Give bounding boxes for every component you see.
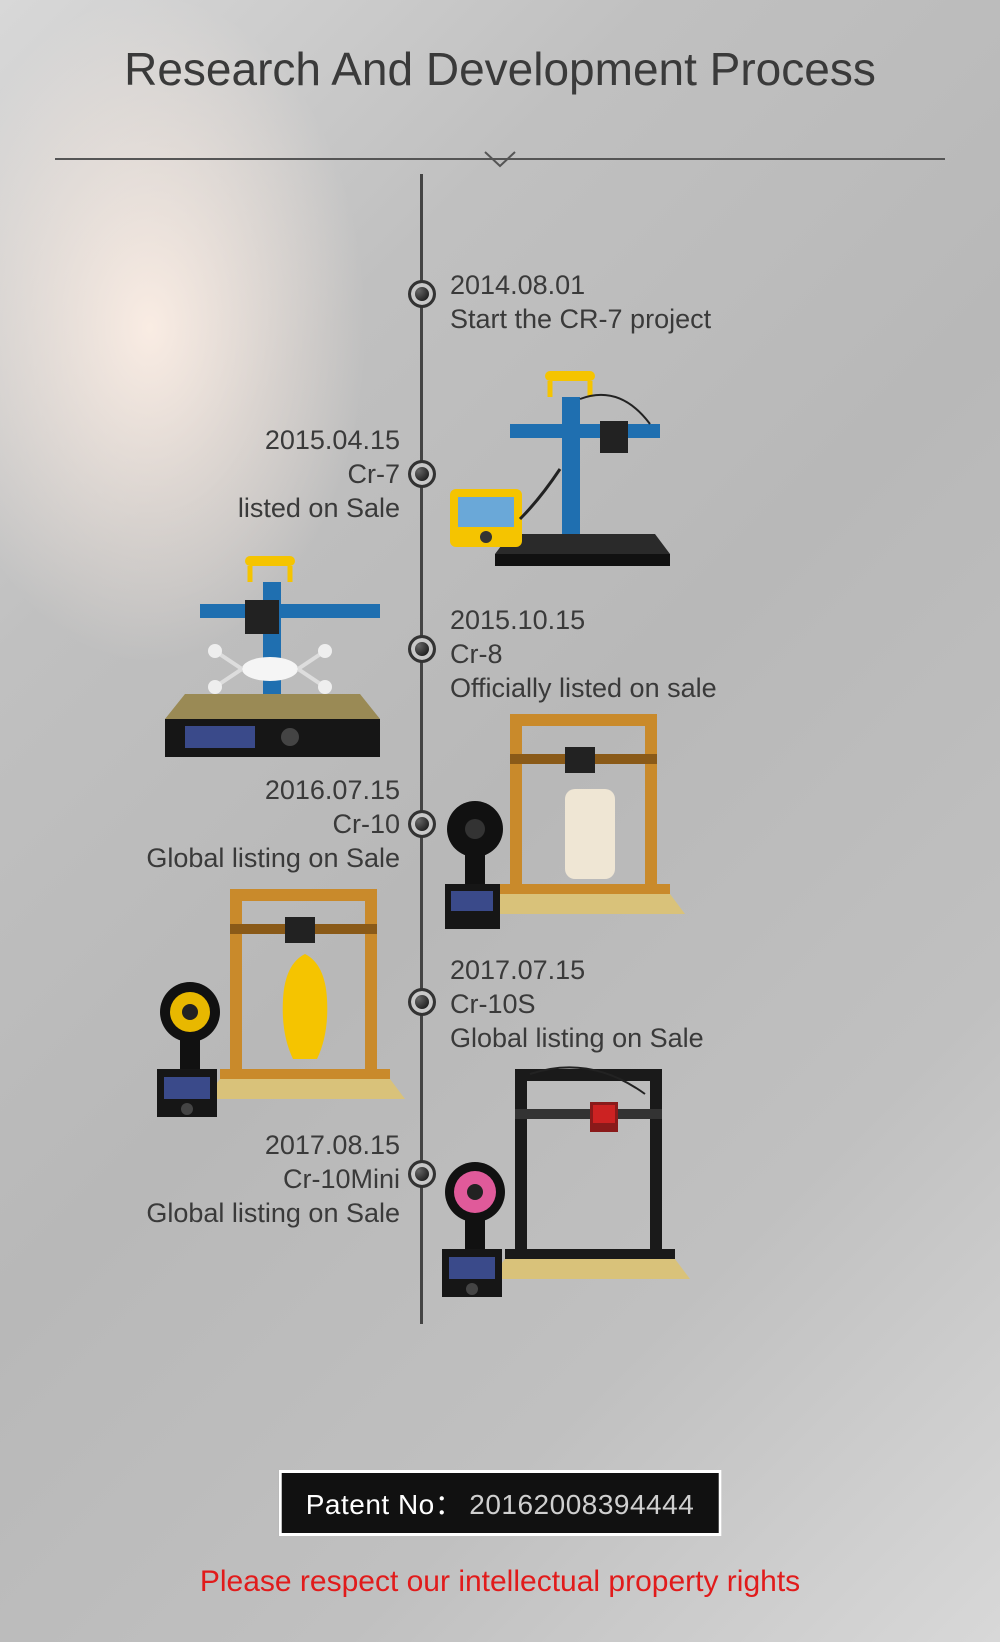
timeline-date: 2014.08.01 (450, 269, 711, 303)
timeline-date: 2016.07.15 (60, 774, 400, 808)
patent-badge: Patent No：20162008394444 (279, 1470, 722, 1536)
timeline-node (408, 988, 436, 1016)
timeline-entry: 2016.07.15 Cr-10 Global listing on Sale (60, 774, 400, 875)
timeline-date: 2015.04.15 (60, 424, 400, 458)
timeline-label2: Global listing on Sale (60, 1197, 400, 1231)
timeline-date: 2017.08.15 (60, 1129, 400, 1163)
timeline-label2: Global listing on Sale (450, 1022, 704, 1056)
printer-icon (445, 709, 685, 934)
timeline-label: Cr-7 (60, 458, 400, 492)
printer-icon (145, 554, 395, 764)
patent-number: 20162008394444 (469, 1489, 694, 1520)
timeline-entry: 2017.07.15 Cr-10S Global listing on Sale (450, 954, 704, 1055)
timeline-label2: Global listing on Sale (60, 842, 400, 876)
footer-note: Please respect our intellectual property… (0, 1565, 1000, 1599)
timeline-node (408, 280, 436, 308)
printer-icon (450, 369, 680, 579)
page-title: Research And Development Process (0, 0, 1000, 96)
timeline-entry: 2014.08.01 Start the CR-7 project (450, 269, 711, 337)
timeline-label2: Officially listed on sale (450, 672, 717, 706)
timeline-label: Start the CR-7 project (450, 303, 711, 337)
timeline-node (408, 1160, 436, 1188)
patent-label: Patent No： (306, 1489, 464, 1520)
timeline-label: Cr-8 (450, 638, 717, 672)
printer-icon (155, 884, 405, 1119)
printer-icon (440, 1064, 690, 1299)
timeline-entry: 2017.08.15 Cr-10Mini Global listing on S… (60, 1129, 400, 1230)
timeline-axis (420, 174, 423, 1324)
timeline-entry: 2015.04.15 Cr-7 listed on Sale (60, 424, 400, 525)
timeline-node (408, 460, 436, 488)
timeline-node (408, 810, 436, 838)
timeline: 2014.08.01 Start the CR-7 project 2015.0… (0, 174, 1000, 1374)
timeline-date: 2015.10.15 (450, 604, 717, 638)
timeline-date: 2017.07.15 (450, 954, 704, 988)
timeline-label: Cr-10S (450, 988, 704, 1022)
timeline-entry: 2015.10.15 Cr-8 Officially listed on sal… (450, 604, 717, 705)
divider-notch-icon (483, 150, 517, 170)
timeline-label2: listed on Sale (60, 492, 400, 526)
timeline-label: Cr-10Mini (60, 1163, 400, 1197)
timeline-node (408, 635, 436, 663)
divider (0, 144, 1000, 174)
timeline-label: Cr-10 (60, 808, 400, 842)
